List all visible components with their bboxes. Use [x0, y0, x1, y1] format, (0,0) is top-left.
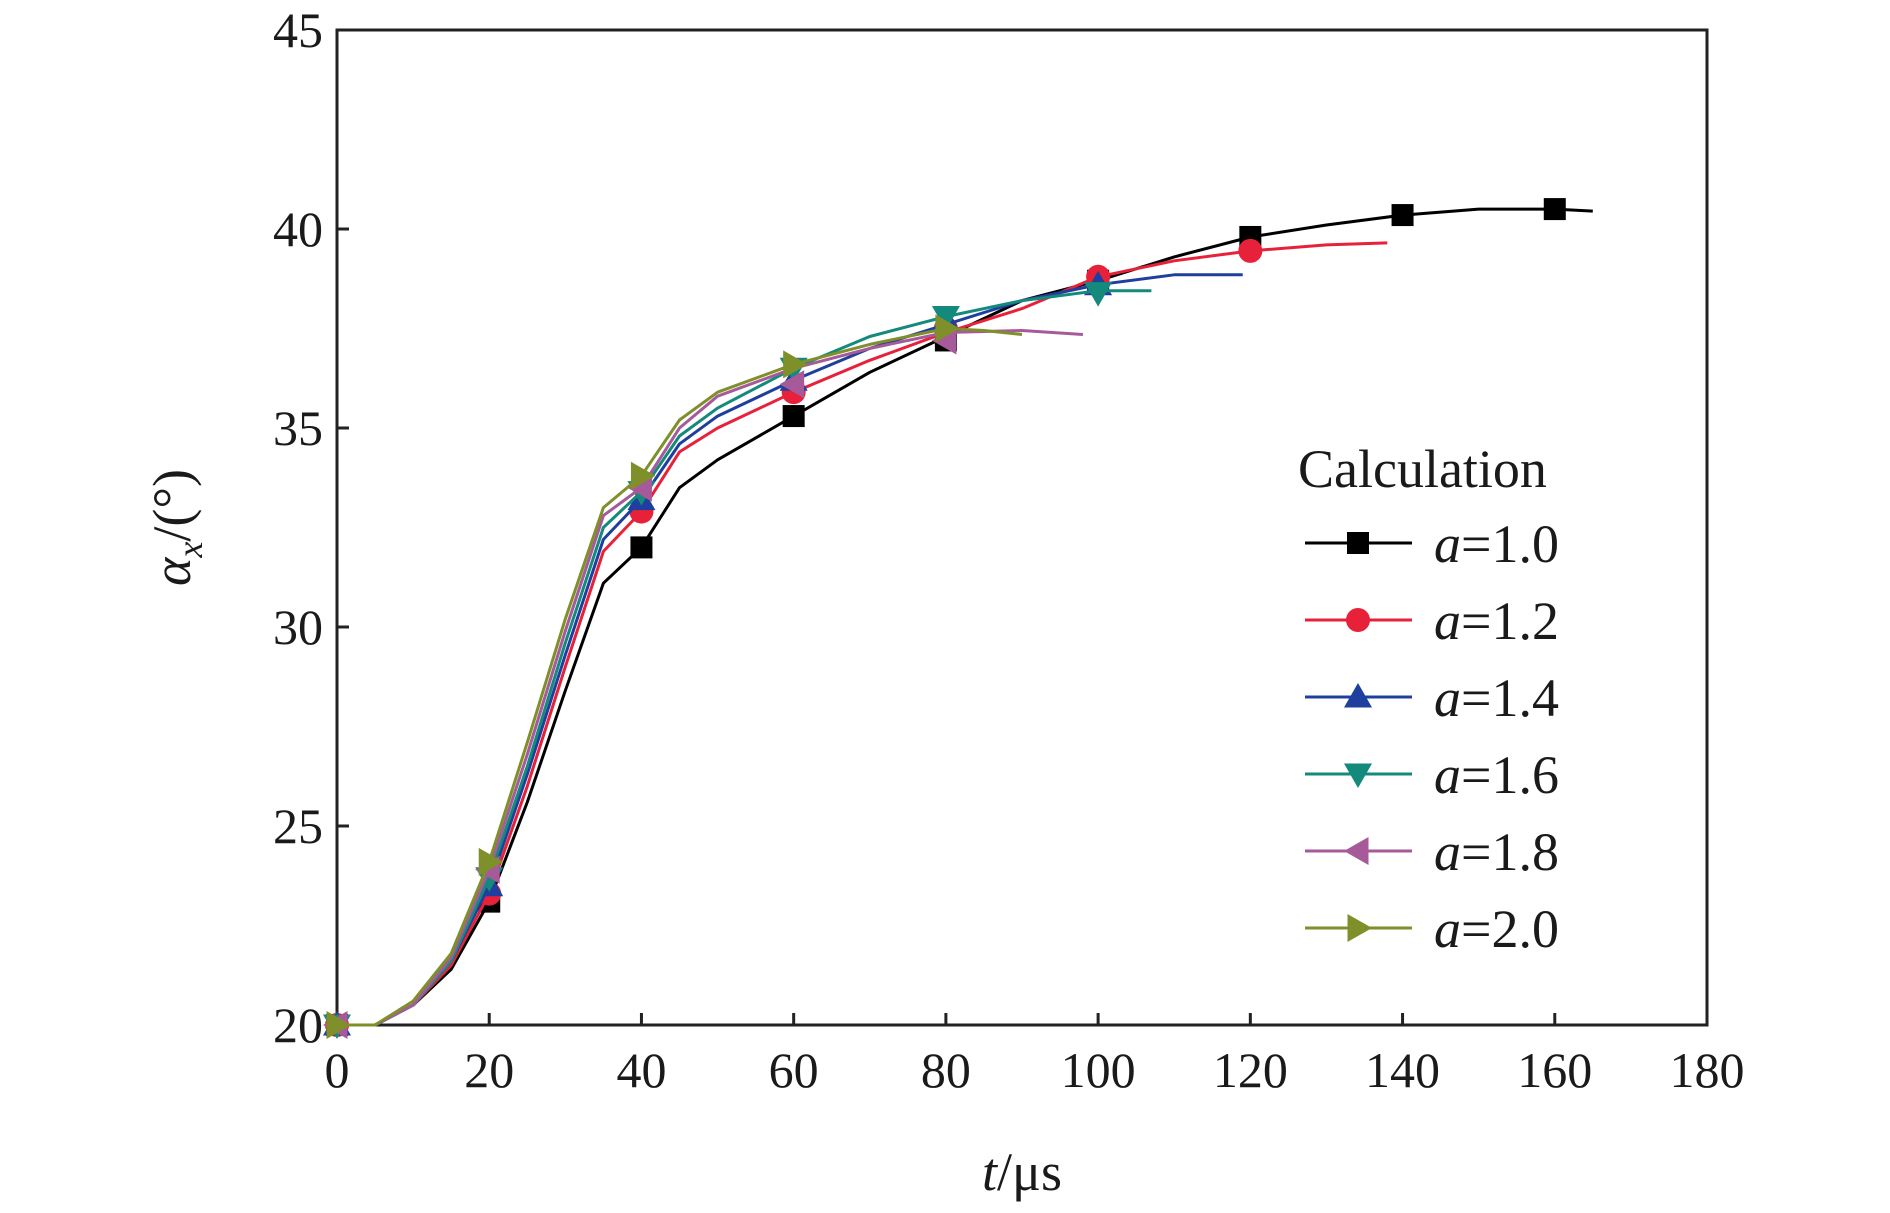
- x-tick-label: 40: [616, 1042, 666, 1098]
- legend-item: a=1.2: [1305, 591, 1559, 651]
- legend-label-value: =1.6: [1461, 745, 1559, 805]
- data-point: [935, 314, 960, 343]
- legend-label-param: a: [1434, 668, 1461, 728]
- data-point: [1543, 198, 1566, 221]
- x-tick-label: 160: [1517, 1042, 1592, 1098]
- x-tick-label: 180: [1670, 1042, 1745, 1098]
- series-1-2: [325, 238, 1388, 1037]
- legend-item: a=1.6: [1305, 745, 1559, 805]
- legend: Calculationa=1.0a=1.2a=1.4a=1.6a=1.8a=2.…: [1298, 439, 1559, 959]
- y-axis-label: αx/(°): [142, 469, 210, 586]
- y-axis-label-unit: /(°): [142, 469, 202, 542]
- x-axis-label-unit: /μs: [997, 1142, 1062, 1202]
- x-tick-label: 120: [1213, 1042, 1288, 1098]
- legend-label: a=1.8: [1434, 822, 1559, 882]
- legend-item: a=1.8: [1305, 822, 1559, 882]
- x-tick-label: 80: [921, 1042, 971, 1098]
- legend-item: a=1.0: [1305, 514, 1559, 574]
- legend-label: a=2.0: [1434, 899, 1559, 959]
- axes: 0 20 40 60 80 100 120 140 160 180202530354045t/μs…: [142, 2, 1745, 1202]
- series-layer: [323, 198, 1593, 1039]
- series-1-0: [326, 198, 1593, 1036]
- legend-marker: [1346, 608, 1370, 632]
- y-tick-label: 35: [273, 400, 323, 456]
- data-point: [931, 306, 960, 331]
- legend-label-value: =1.2: [1461, 591, 1559, 651]
- y-tick-label: 20: [273, 997, 323, 1053]
- legend-label-value: =1.4: [1461, 668, 1559, 728]
- x-tick-label: 60: [769, 1042, 819, 1098]
- series-line: [337, 241, 1388, 1027]
- x-tick-label: 20: [464, 1042, 514, 1098]
- legend-label-param: a: [1434, 591, 1461, 651]
- legend-item: a=2.0: [1305, 899, 1559, 959]
- data-point: [478, 847, 504, 876]
- data-point: [783, 350, 808, 379]
- x-tick-label: 0: [325, 1042, 350, 1098]
- legend-label-param: a: [1434, 745, 1461, 805]
- x-tick-label: 100: [1061, 1042, 1136, 1098]
- legend-label: a=1.0: [1434, 514, 1559, 574]
- series-line: [337, 327, 1023, 1027]
- data-point: [630, 536, 653, 559]
- legend-marker: [1344, 763, 1372, 788]
- legend-marker: [1347, 532, 1369, 554]
- legend-label-value: =1.8: [1461, 822, 1559, 882]
- legend-marker: [1344, 837, 1369, 865]
- legend-label-param: a: [1434, 822, 1461, 882]
- plot-frame: [335, 28, 1709, 1027]
- series-2-0: [326, 314, 1023, 1039]
- x-axis-label-var: t: [982, 1142, 999, 1202]
- y-tick-label: 45: [273, 2, 323, 58]
- legend-label: a=1.4: [1434, 668, 1559, 728]
- data-point: [779, 370, 805, 399]
- y-axis-label-sub: x: [170, 542, 210, 559]
- data-point: [1391, 204, 1414, 227]
- legend-label-value: =2.0: [1461, 899, 1559, 959]
- data-point: [1084, 282, 1113, 307]
- legend-item: a=1.4: [1305, 668, 1559, 728]
- data-point: [1238, 238, 1263, 263]
- y-axis-label-var: α: [142, 556, 202, 586]
- series-line: [337, 329, 1083, 1027]
- x-axis-label: t/μs: [982, 1142, 1062, 1202]
- data-point: [630, 461, 656, 490]
- data-point: [782, 405, 805, 428]
- y-tick-label: 25: [273, 798, 323, 854]
- y-tick-label: 40: [273, 201, 323, 257]
- legend-title: Calculation: [1298, 439, 1547, 499]
- legend-label: a=1.2: [1434, 591, 1559, 651]
- series-line: [337, 289, 1152, 1027]
- legend-label-param: a: [1434, 899, 1461, 959]
- legend-label-param: a: [1434, 514, 1461, 574]
- x-tick-label: 140: [1365, 1042, 1440, 1098]
- legend-marker: [1344, 683, 1372, 708]
- legend-label: a=1.6: [1434, 745, 1559, 805]
- y-tick-label: 30: [273, 599, 323, 655]
- legend-marker: [1347, 914, 1372, 942]
- legend-label-value: =1.0: [1461, 514, 1559, 574]
- data-point: [326, 1011, 351, 1039]
- series-1-6: [323, 282, 1152, 1039]
- series-1-8: [323, 326, 1083, 1039]
